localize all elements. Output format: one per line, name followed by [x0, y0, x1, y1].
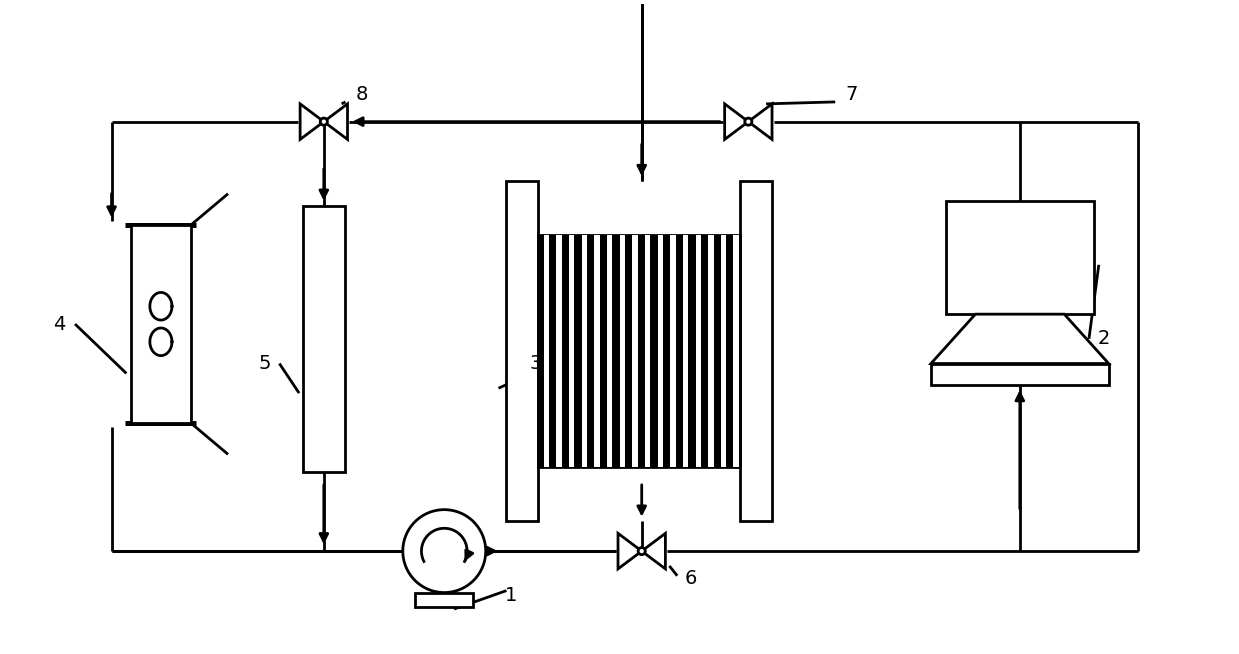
Polygon shape — [618, 533, 642, 569]
Text: 7: 7 — [846, 86, 859, 105]
Bar — [556, 235, 561, 467]
Bar — [733, 235, 738, 467]
Bar — [538, 235, 741, 467]
Bar — [632, 235, 638, 467]
Polygon shape — [725, 104, 748, 139]
Bar — [131, 226, 191, 422]
Bar — [670, 235, 675, 467]
Bar — [741, 181, 772, 521]
Bar — [620, 235, 624, 467]
Bar — [709, 235, 714, 467]
Circle shape — [745, 118, 752, 125]
Bar — [569, 235, 575, 467]
Bar — [930, 364, 1109, 385]
Bar — [507, 181, 538, 521]
Bar — [415, 593, 473, 607]
Text: 5: 5 — [258, 354, 271, 373]
Bar — [683, 235, 688, 467]
Text: 3: 3 — [530, 354, 543, 373]
Circle shape — [320, 118, 327, 125]
Bar — [581, 235, 587, 467]
Polygon shape — [323, 104, 347, 139]
Circle shape — [638, 547, 646, 555]
Polygon shape — [748, 104, 772, 139]
Polygon shape — [930, 314, 1109, 364]
Text: 4: 4 — [53, 315, 66, 334]
Bar — [304, 205, 344, 472]
Bar — [595, 235, 600, 467]
Bar — [646, 235, 650, 467]
Text: 6: 6 — [685, 569, 698, 588]
Polygon shape — [642, 533, 665, 569]
Bar — [945, 201, 1094, 314]
Bar — [695, 235, 701, 467]
Circle shape — [403, 509, 486, 593]
Polygon shape — [300, 104, 323, 139]
Text: 8: 8 — [356, 86, 368, 105]
Text: 2: 2 — [1098, 330, 1110, 349]
Bar — [544, 235, 549, 467]
Bar — [607, 235, 612, 467]
Bar — [721, 235, 726, 467]
Bar — [658, 235, 663, 467]
Text: 1: 1 — [506, 586, 518, 605]
